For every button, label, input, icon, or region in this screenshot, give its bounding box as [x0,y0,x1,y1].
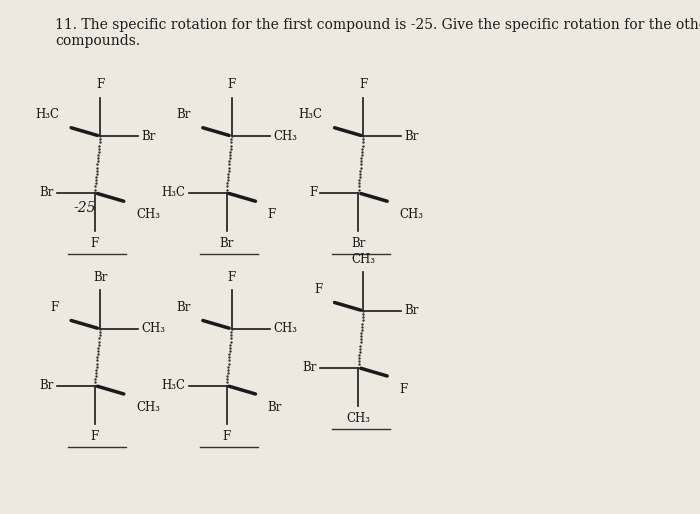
Text: Br: Br [176,108,190,121]
Text: F: F [91,430,99,443]
Text: CH₃: CH₃ [399,208,423,221]
Text: F: F [399,383,407,396]
Text: F: F [309,186,317,199]
Text: 11. The specific rotation for the first compound is -25. Give the specific rotat: 11. The specific rotation for the first … [55,18,700,48]
Text: H₃C: H₃C [162,379,186,392]
Text: Br: Br [351,237,365,250]
Text: Br: Br [141,130,155,143]
Text: F: F [228,79,236,91]
Text: Br: Br [267,401,282,414]
Text: Br: Br [303,361,317,374]
Text: CH₃: CH₃ [136,401,160,414]
Text: -25: -25 [73,201,95,215]
Text: F: F [223,430,230,443]
Text: H₃C: H₃C [298,108,323,121]
Text: Br: Br [176,301,190,314]
Text: H₃C: H₃C [35,108,59,121]
Text: Br: Br [39,379,54,392]
Text: CH₃: CH₃ [273,322,297,336]
Text: F: F [267,208,276,221]
Text: CH₃: CH₃ [141,322,165,336]
Text: CH₃: CH₃ [136,208,160,221]
Text: F: F [96,79,104,91]
Text: F: F [228,271,236,284]
Text: CH₃: CH₃ [346,412,370,425]
Text: Br: Br [93,271,107,284]
Text: H₃C: H₃C [162,186,186,199]
Text: Br: Br [219,237,234,250]
Text: F: F [51,301,59,314]
Text: Br: Br [405,304,419,318]
Text: F: F [91,237,99,250]
Text: Br: Br [39,186,54,199]
Text: F: F [359,79,368,91]
Text: CH₃: CH₃ [351,253,375,266]
Text: F: F [314,283,323,296]
Text: Br: Br [405,130,419,143]
Text: CH₃: CH₃ [273,130,297,143]
